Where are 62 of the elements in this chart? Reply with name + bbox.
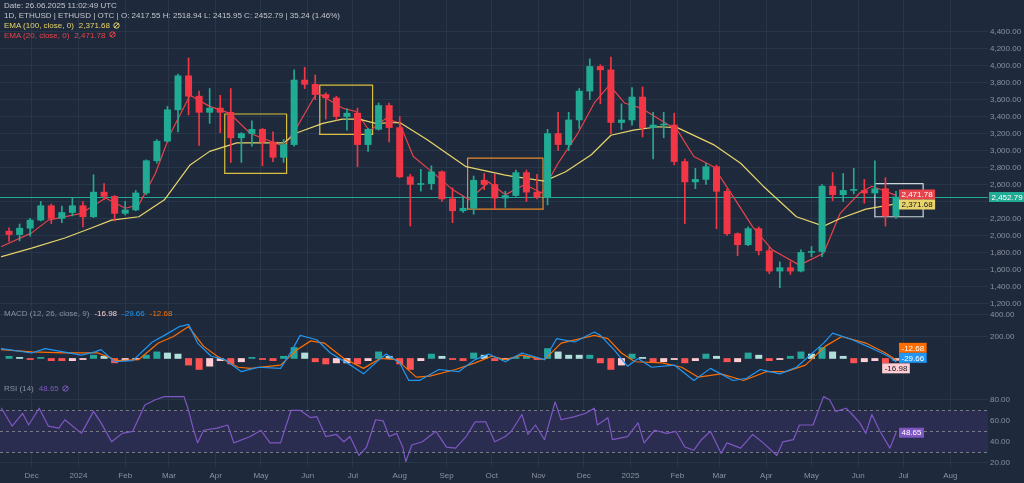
x-tick-label: Nov	[531, 471, 546, 480]
x-tick-label: Feb	[670, 471, 685, 480]
data-label: 2,471.78	[901, 190, 934, 200]
y-tick-label: 80.00	[990, 395, 1011, 404]
x-tick-label: May	[253, 471, 269, 480]
chart-title: MACD (12, 26, close, 9)	[4, 309, 90, 318]
x-tick-label: Aug	[943, 471, 958, 480]
text: -29.66	[122, 309, 145, 318]
text: -12.68	[149, 309, 173, 318]
x-tick-label: Dec	[576, 471, 591, 480]
y-tick-label: 400.00	[990, 309, 1016, 319]
x-tick-label: 2024	[69, 471, 88, 480]
ref-line-label: 2,452.79	[991, 192, 1024, 202]
chart-title: RSI (14)	[4, 384, 34, 393]
data-label: -12.68	[901, 343, 925, 353]
y-tick-label: 2,600.00	[990, 179, 1022, 189]
x-tick-label: Dec	[24, 471, 39, 480]
x-tick-label: Aug	[392, 471, 407, 480]
x-tick-label: Jul	[347, 471, 359, 480]
x-tick-label: Sep	[439, 471, 455, 480]
y-tick-label: 3,200.00	[990, 128, 1022, 138]
y-tick-label: 2,200.00	[990, 213, 1022, 223]
data-label: 48.65	[901, 428, 923, 438]
y-tick-label: 4,000.00	[990, 60, 1022, 70]
text: 48.65	[38, 384, 59, 393]
data-label: 2,371.68	[901, 200, 934, 210]
y-tick-label: 1,200.00	[990, 298, 1022, 308]
chart-title: Date: 26.06.2025 11:02:49 UTC	[4, 1, 117, 10]
y-tick-label: 3,400.00	[990, 111, 1022, 121]
y-tick-label: 3,000.00	[990, 145, 1022, 155]
y-tick-label: 2,000.00	[990, 230, 1022, 240]
y-tick-label: 1,800.00	[990, 247, 1022, 257]
data-label: -29.66	[901, 353, 925, 363]
text: EMA (20, close, 0)	[4, 30, 70, 40]
x-tick-label: Feb	[118, 471, 133, 480]
y-tick-label: 2,800.00	[990, 162, 1022, 172]
text: EMA (100, close, 0)	[4, 21, 74, 30]
x-tick-label: 2025	[621, 471, 640, 480]
y-tick-label: 60.00	[990, 416, 1011, 425]
x-tick-label: May	[803, 471, 820, 480]
x-tick-label: Jun	[301, 471, 315, 480]
x-tick-label: Jul	[898, 471, 909, 480]
x-tick-label: Apr	[760, 471, 773, 480]
y-tick-label: 4,400.00	[990, 26, 1022, 36]
y-tick-label: 1,600.00	[990, 264, 1022, 274]
x-tick-label: Oct	[485, 471, 499, 480]
x-tick-label: Jun	[851, 471, 865, 480]
y-tick-label: 4,200.00	[990, 43, 1022, 53]
text: -16.98	[94, 309, 118, 318]
x-tick-label: Mar	[712, 471, 727, 480]
y-tick-label: 3,800.00	[990, 77, 1022, 87]
text: 1D, ETHUSD | ETHUSD | OTC | O: 2417.55 H: 2518.94 L: 2415.95 C: 2452.79 | 35.24 (1.46%)	[4, 10, 341, 20]
y-tick-label: 1,400.00	[990, 281, 1022, 291]
data-label: -16.98	[884, 364, 908, 374]
x-tick-label: Mar	[162, 471, 177, 480]
x-tick-label: Apr	[209, 471, 223, 480]
y-tick-label: 3,600.00	[990, 94, 1022, 104]
y-tick-label: 40.00	[990, 437, 1011, 446]
text: 2,471.78	[74, 30, 106, 40]
text: 2,371.68	[78, 21, 110, 30]
y-tick-label: 200.00	[990, 331, 1016, 341]
y-tick-label: 20.00	[990, 458, 1011, 467]
